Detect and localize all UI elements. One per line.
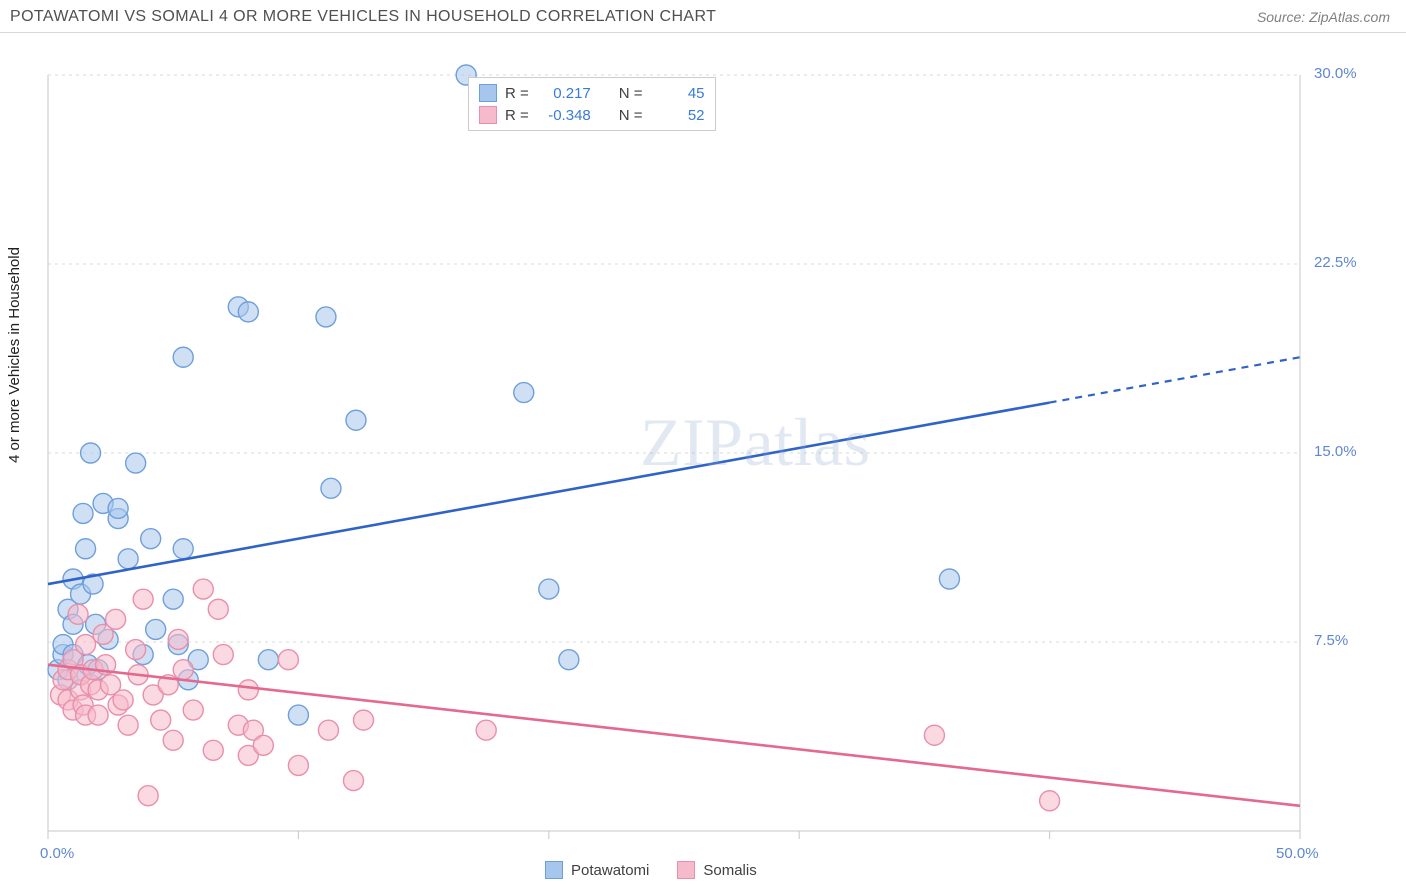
legend-row-somalis: R = -0.348 N = 52 <box>479 104 705 126</box>
legend-r-value: 0.217 <box>537 85 591 102</box>
legend-r-value: -0.348 <box>537 107 591 124</box>
legend-series: Potawatomi Somalis <box>545 861 757 879</box>
chart-source: Source: ZipAtlas.com <box>1257 9 1390 25</box>
chart-header: POTAWATOMI VS SOMALI 4 OR MORE VEHICLES … <box>0 0 1406 33</box>
legend-correlation: R = 0.217 N = 45 R = -0.348 N = 52 <box>468 77 716 131</box>
legend-r-label: R = <box>505 85 529 102</box>
swatch-icon <box>545 861 563 879</box>
legend-item-potawatomi: Potawatomi <box>545 861 649 879</box>
swatch-icon <box>479 84 497 102</box>
swatch-icon <box>677 861 695 879</box>
legend-n-value: 45 <box>651 85 705 102</box>
legend-row-potawatomi: R = 0.217 N = 45 <box>479 82 705 104</box>
legend-n-label: N = <box>619 85 643 102</box>
watermark: ZIPatlas <box>640 403 871 482</box>
chart-area: 4 or more Vehicles in Household ZIPatlas… <box>0 33 1406 883</box>
legend-r-label: R = <box>505 107 529 124</box>
chart-title: POTAWATOMI VS SOMALI 4 OR MORE VEHICLES … <box>10 8 716 26</box>
legend-n-label: N = <box>619 107 643 124</box>
legend-label: Potawatomi <box>571 862 649 879</box>
legend-n-value: 52 <box>651 107 705 124</box>
swatch-icon <box>479 106 497 124</box>
legend-item-somalis: Somalis <box>677 861 756 879</box>
legend-label: Somalis <box>703 862 756 879</box>
